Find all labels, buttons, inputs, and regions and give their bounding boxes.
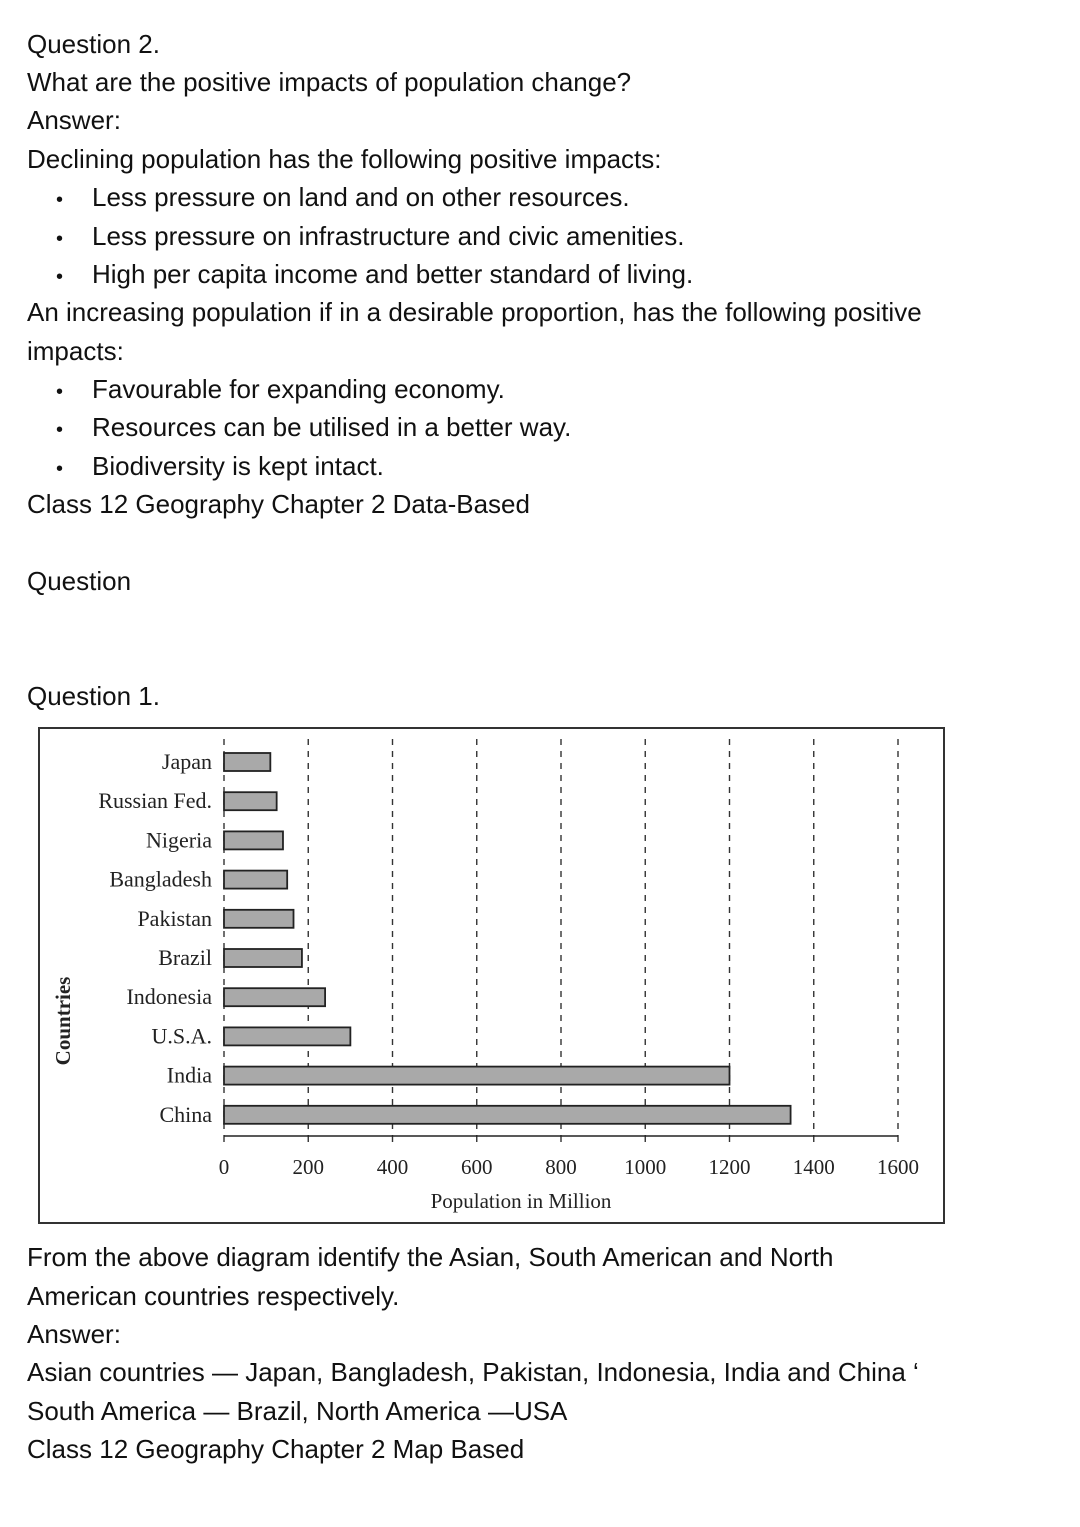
- list-item: • Less pressure on infrastructure and civ…: [56, 217, 685, 258]
- x-tick-label: 1200: [709, 1155, 751, 1179]
- list-item: • Favourable for expanding economy.: [56, 370, 505, 411]
- category-label: China: [159, 1102, 212, 1127]
- bar: [223, 752, 272, 772]
- increasing-intro: An increasing population if in a desirab…: [27, 297, 922, 327]
- category-label: India: [167, 1063, 212, 1088]
- bar: [223, 869, 289, 890]
- list-item: • High per capita income and better stand…: [56, 255, 693, 296]
- bar: [223, 1026, 352, 1047]
- x-tick-label: 1600: [877, 1155, 919, 1179]
- bullet-icon: •: [56, 458, 64, 480]
- question-1-label: Question 1.: [27, 681, 160, 711]
- next-section-heading: Class 12 Geography Chapter 2 Map Based: [27, 1434, 525, 1464]
- declining-intro: Declining population has the following p…: [27, 144, 662, 174]
- bar: [223, 1065, 731, 1086]
- x-tick-label: 1000: [624, 1155, 666, 1179]
- list-item: • Biodiversity is kept intact.: [56, 447, 384, 488]
- x-tick-label: 800: [545, 1155, 577, 1179]
- category-label: Nigeria: [146, 827, 212, 852]
- question-2-label: Question 2.: [27, 29, 160, 59]
- category-label: Indonesia: [126, 984, 212, 1009]
- list-item: • Resources can be utilised in a better w…: [56, 408, 571, 449]
- population-chart: 0 200 400 600 800 1000 1200 1400 1600 Japan Russia…: [38, 727, 945, 1224]
- x-axis-title: Population in Million: [431, 1189, 612, 1213]
- answer-line2: South America — Brazil, North America —U…: [27, 1396, 568, 1426]
- bar: [223, 908, 295, 929]
- answer-label: Answer:: [27, 105, 121, 135]
- category-label: Bangladesh: [109, 867, 212, 892]
- chart-svg: 0 200 400 600 800 1000 1200 1400 1600 Japan Russia…: [51, 739, 919, 1213]
- bullet-icon: •: [56, 419, 64, 441]
- section-heading: Class 12 Geography Chapter 2 Data-Based: [27, 489, 530, 519]
- question-2-text: What are the positive impacts of populat…: [27, 67, 632, 97]
- bar: [223, 1104, 792, 1125]
- data-question-line2: American countries respectively.: [27, 1281, 400, 1311]
- x-tick-label: 200: [293, 1155, 325, 1179]
- bar: [223, 791, 278, 812]
- bar: [223, 948, 303, 968]
- x-tick-label: 1400: [793, 1155, 835, 1179]
- category-label: Japan: [162, 749, 212, 774]
- bullet-icon: •: [56, 266, 64, 288]
- x-tick-label: 0: [219, 1155, 230, 1179]
- bar: [223, 987, 326, 1008]
- bullet-icon: •: [56, 228, 64, 250]
- question-heading: Question: [27, 566, 132, 596]
- category-label: Russian Fed.: [98, 788, 212, 813]
- category-label: Pakistan: [137, 906, 212, 931]
- category-label: Brazil: [158, 945, 212, 970]
- data-question-line1: From the above diagram identify the Asia…: [27, 1242, 834, 1272]
- list-item: • Less pressure on land and on other reso…: [56, 178, 630, 219]
- y-axis-title: Countries: [51, 977, 75, 1066]
- bullet-icon: •: [56, 189, 64, 211]
- increasing-intro-cont: impacts:: [27, 336, 124, 366]
- answer-line1: Asian countries — Japan, Bangladesh, Pak…: [27, 1357, 919, 1387]
- x-tick-label: 600: [461, 1155, 493, 1179]
- answer-label: Answer:: [27, 1319, 121, 1349]
- bullet-icon: •: [56, 381, 64, 403]
- category-label: U.S.A.: [151, 1023, 212, 1048]
- x-tick-label: 400: [377, 1155, 409, 1179]
- bar: [223, 830, 284, 851]
